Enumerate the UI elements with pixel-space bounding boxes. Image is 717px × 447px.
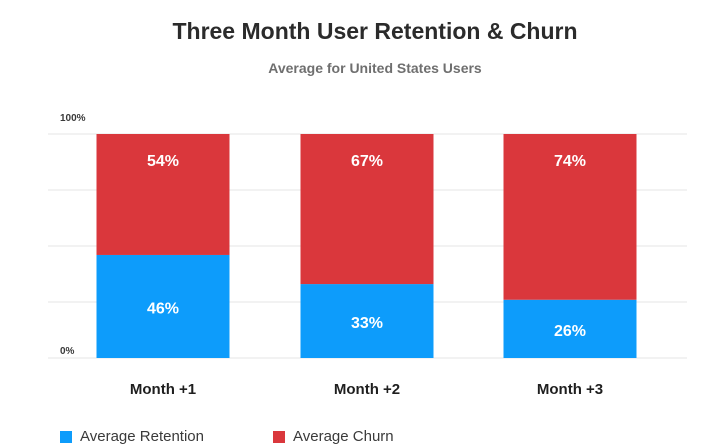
stacked-bar-chart: 0% 100% 46% 54% Month +1 33% 67% Month +2 26% 74%… xyxy=(48,113,687,398)
legend-item-retention: Average Retention xyxy=(60,428,204,445)
data-label-retention-2: 33% xyxy=(351,315,383,332)
legend-label-retention: Average Retention xyxy=(80,428,204,445)
legend-swatch-churn xyxy=(273,430,285,443)
bar-retention-1 xyxy=(96,254,230,358)
bar-retention-3 xyxy=(503,299,637,358)
data-label-churn-3: 74% xyxy=(554,153,586,170)
y-tick-label-100: 100% xyxy=(60,113,86,124)
bar-churn-3 xyxy=(503,134,637,300)
bar-churn-1 xyxy=(96,134,230,255)
data-label-churn-2: 67% xyxy=(351,153,383,170)
x-tick-label-2: Month +2 xyxy=(334,381,400,398)
chart-subtitle: Average for United States Users xyxy=(268,60,482,76)
x-tick-label-3: Month +3 xyxy=(537,381,603,398)
data-label-churn-1: 54% xyxy=(147,153,179,170)
bar-churn-2 xyxy=(300,134,434,285)
chart-title: Three Month User Retention & Churn xyxy=(172,18,578,44)
y-tick-label-0: 0% xyxy=(60,346,75,357)
legend-item-churn: Average Churn xyxy=(273,428,394,445)
bar-retention-2 xyxy=(300,284,434,358)
x-tick-label-1: Month +1 xyxy=(130,381,196,398)
data-label-retention-1: 46% xyxy=(147,300,179,317)
data-label-retention-3: 26% xyxy=(554,323,586,340)
legend-swatch-retention xyxy=(60,430,72,443)
legend-label-churn: Average Churn xyxy=(293,428,394,445)
